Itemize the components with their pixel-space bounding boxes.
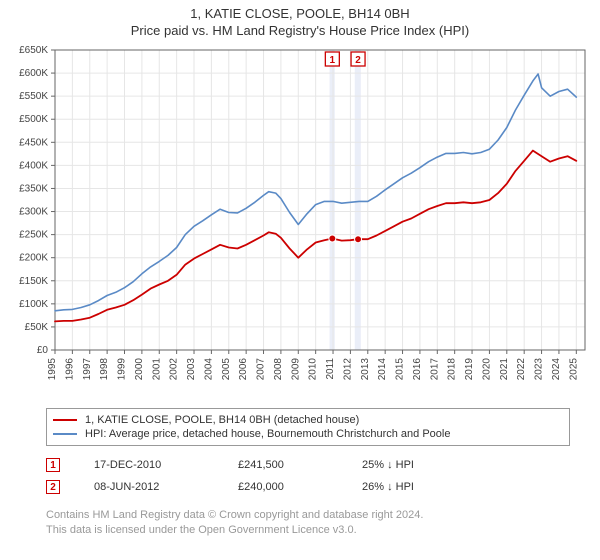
legend-swatch bbox=[53, 419, 77, 421]
svg-text:1: 1 bbox=[330, 55, 336, 66]
svg-text:2007: 2007 bbox=[256, 358, 267, 381]
legend: 1, KATIE CLOSE, POOLE, BH14 0BH (detache… bbox=[46, 408, 570, 446]
svg-text:£150K: £150K bbox=[19, 276, 48, 287]
sale-row: 1 17-DEC-2010 £241,500 25% ↓ HPI bbox=[46, 454, 556, 476]
svg-text:2008: 2008 bbox=[273, 358, 284, 381]
sale-date: 17-DEC-2010 bbox=[94, 459, 204, 471]
svg-text:2009: 2009 bbox=[290, 358, 301, 381]
svg-text:2011: 2011 bbox=[325, 358, 336, 380]
svg-text:£300K: £300K bbox=[19, 207, 48, 218]
svg-text:2023: 2023 bbox=[534, 358, 545, 381]
svg-text:1996: 1996 bbox=[64, 358, 75, 381]
svg-text:£100K: £100K bbox=[19, 299, 48, 310]
svg-text:£0: £0 bbox=[37, 345, 49, 356]
svg-text:2013: 2013 bbox=[360, 358, 371, 381]
svg-text:2005: 2005 bbox=[221, 358, 232, 381]
footer-attribution: Contains HM Land Registry data © Crown c… bbox=[46, 508, 556, 538]
svg-text:2: 2 bbox=[355, 55, 361, 66]
svg-text:£350K: £350K bbox=[19, 183, 48, 194]
chart-subtitle: Price paid vs. HM Land Registry's House … bbox=[0, 23, 600, 38]
svg-text:£250K: £250K bbox=[19, 230, 48, 241]
sales-table: 1 17-DEC-2010 £241,500 25% ↓ HPI 2 08-JUN-201… bbox=[46, 454, 556, 498]
footer-line: This data is licensed under the Open Gov… bbox=[46, 523, 556, 538]
svg-text:2019: 2019 bbox=[464, 358, 475, 381]
svg-text:2016: 2016 bbox=[412, 358, 423, 381]
svg-text:2014: 2014 bbox=[377, 358, 388, 381]
legend-swatch bbox=[53, 433, 77, 435]
svg-text:£650K: £650K bbox=[19, 45, 48, 56]
sale-price: £241,500 bbox=[238, 459, 328, 471]
svg-text:2000: 2000 bbox=[134, 358, 145, 381]
svg-text:2012: 2012 bbox=[342, 358, 353, 381]
svg-text:2015: 2015 bbox=[395, 358, 406, 381]
svg-text:2010: 2010 bbox=[308, 358, 319, 381]
svg-text:£450K: £450K bbox=[19, 137, 48, 148]
svg-text:2025: 2025 bbox=[568, 358, 579, 381]
svg-text:2006: 2006 bbox=[238, 358, 249, 381]
svg-text:1997: 1997 bbox=[82, 358, 93, 381]
sale-date: 08-JUN-2012 bbox=[94, 481, 204, 493]
svg-text:£600K: £600K bbox=[19, 68, 48, 79]
svg-text:£550K: £550K bbox=[19, 91, 48, 102]
chart-title: 1, KATIE CLOSE, POOLE, BH14 0BH bbox=[0, 6, 600, 21]
footer-line: Contains HM Land Registry data © Crown c… bbox=[46, 508, 556, 523]
svg-text:£200K: £200K bbox=[19, 253, 48, 264]
line-chart: £0 £50K £100K £150K £200K £250K £300K £350K £400… bbox=[0, 42, 600, 402]
svg-text:2004: 2004 bbox=[203, 358, 214, 381]
svg-text:1995: 1995 bbox=[47, 358, 58, 381]
legend-row: HPI: Average price, detached house, Bour… bbox=[53, 427, 563, 441]
svg-text:2017: 2017 bbox=[429, 358, 440, 381]
sale-row: 2 08-JUN-2012 £240,000 26% ↓ HPI bbox=[46, 476, 556, 498]
sale-marker-badge: 2 bbox=[46, 480, 60, 494]
legend-row: 1, KATIE CLOSE, POOLE, BH14 0BH (detache… bbox=[53, 413, 563, 427]
svg-text:2003: 2003 bbox=[186, 358, 197, 381]
svg-text:2022: 2022 bbox=[516, 358, 527, 381]
legend-label: 1, KATIE CLOSE, POOLE, BH14 0BH (detache… bbox=[85, 414, 359, 426]
svg-text:2021: 2021 bbox=[499, 358, 510, 381]
sale-vs-hpi: 26% ↓ HPI bbox=[362, 481, 452, 493]
svg-text:£500K: £500K bbox=[19, 114, 48, 125]
svg-text:2024: 2024 bbox=[551, 358, 562, 381]
sale-marker-badge: 1 bbox=[46, 458, 60, 472]
chart-area: £0 £50K £100K £150K £200K £250K £300K £350K £400… bbox=[0, 42, 600, 402]
svg-text:2001: 2001 bbox=[151, 358, 162, 381]
svg-text:£400K: £400K bbox=[19, 160, 48, 171]
svg-text:1999: 1999 bbox=[117, 358, 128, 381]
svg-text:£50K: £50K bbox=[25, 322, 49, 333]
svg-text:2020: 2020 bbox=[481, 358, 492, 381]
svg-text:2002: 2002 bbox=[169, 358, 180, 381]
sale-price: £240,000 bbox=[238, 481, 328, 493]
legend-label: HPI: Average price, detached house, Bour… bbox=[85, 428, 450, 440]
svg-text:2018: 2018 bbox=[447, 358, 458, 381]
sale-vs-hpi: 25% ↓ HPI bbox=[362, 459, 452, 471]
svg-text:1998: 1998 bbox=[99, 358, 110, 381]
